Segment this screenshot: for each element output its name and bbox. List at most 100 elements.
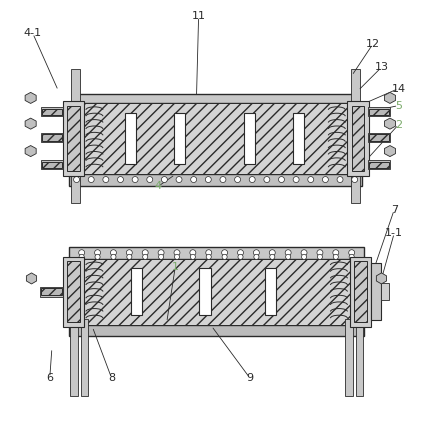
Circle shape — [103, 177, 109, 182]
Circle shape — [190, 254, 195, 259]
Circle shape — [159, 254, 164, 259]
Bar — [41, 160, 63, 169]
Bar — [131, 268, 143, 315]
Text: 5: 5 — [395, 101, 402, 110]
Circle shape — [352, 177, 358, 182]
Circle shape — [270, 254, 275, 259]
Bar — [345, 319, 353, 396]
Bar — [125, 113, 136, 164]
Circle shape — [293, 177, 299, 182]
Bar — [368, 133, 390, 142]
Bar — [348, 101, 369, 176]
Text: 11: 11 — [192, 11, 206, 21]
Bar — [42, 162, 62, 168]
Bar — [369, 134, 388, 141]
Text: 13: 13 — [374, 62, 388, 72]
Bar — [369, 109, 388, 115]
Polygon shape — [385, 118, 396, 129]
Bar — [349, 256, 371, 327]
Circle shape — [234, 177, 241, 182]
Bar — [293, 113, 304, 164]
Circle shape — [132, 177, 138, 182]
Circle shape — [143, 254, 148, 259]
Circle shape — [147, 177, 153, 182]
Circle shape — [174, 250, 180, 256]
Bar — [67, 106, 79, 172]
Circle shape — [158, 250, 164, 256]
Circle shape — [238, 250, 243, 256]
Bar — [71, 69, 80, 202]
Bar — [199, 268, 210, 315]
Circle shape — [317, 254, 322, 259]
Bar — [174, 113, 185, 164]
Circle shape — [88, 177, 94, 182]
Text: 1-1: 1-1 — [385, 228, 403, 238]
Text: 9: 9 — [246, 373, 253, 383]
Polygon shape — [25, 146, 36, 157]
Circle shape — [206, 254, 211, 259]
Bar — [63, 101, 84, 176]
Circle shape — [254, 250, 259, 256]
Bar — [351, 69, 360, 202]
Bar — [369, 162, 388, 168]
Text: 1: 1 — [172, 262, 179, 272]
Circle shape — [206, 250, 212, 256]
Circle shape — [264, 177, 270, 182]
Circle shape — [317, 250, 323, 256]
Circle shape — [249, 177, 255, 182]
Bar — [69, 324, 365, 336]
Circle shape — [222, 254, 227, 259]
Circle shape — [95, 254, 100, 259]
Circle shape — [285, 250, 291, 256]
Bar — [73, 94, 358, 104]
Text: 2: 2 — [395, 120, 402, 130]
Circle shape — [285, 254, 291, 259]
Circle shape — [127, 254, 132, 259]
Bar — [69, 247, 365, 259]
Bar — [42, 134, 62, 141]
Bar — [354, 261, 367, 322]
Bar — [41, 288, 62, 295]
Bar — [40, 286, 63, 297]
Circle shape — [308, 177, 314, 182]
Circle shape — [205, 177, 211, 182]
Polygon shape — [25, 118, 36, 129]
Bar — [42, 109, 62, 115]
Circle shape — [74, 177, 79, 182]
Circle shape — [142, 250, 148, 256]
Circle shape — [333, 254, 338, 259]
Circle shape — [322, 177, 329, 182]
Circle shape — [118, 177, 123, 182]
Bar — [368, 107, 390, 116]
Circle shape — [349, 254, 354, 259]
Bar — [352, 106, 365, 172]
Text: 12: 12 — [366, 39, 380, 49]
Circle shape — [79, 254, 84, 259]
Bar — [368, 160, 390, 169]
Circle shape — [222, 250, 228, 256]
Polygon shape — [26, 273, 36, 284]
Bar — [244, 113, 255, 164]
Circle shape — [111, 250, 116, 256]
Circle shape — [270, 250, 275, 256]
Text: 7: 7 — [391, 205, 398, 215]
Text: 8: 8 — [108, 373, 115, 383]
Bar — [81, 319, 88, 396]
Bar — [381, 283, 389, 300]
Bar — [67, 261, 79, 322]
Bar — [70, 319, 78, 396]
Bar — [69, 174, 362, 185]
Circle shape — [238, 254, 243, 259]
Bar — [41, 133, 63, 142]
Bar — [371, 263, 381, 320]
Bar — [63, 256, 84, 327]
Circle shape — [301, 254, 307, 259]
Text: 6: 6 — [46, 373, 53, 383]
Circle shape — [301, 250, 307, 256]
Text: 14: 14 — [392, 83, 405, 94]
Bar — [41, 107, 63, 116]
Bar — [82, 259, 352, 324]
Circle shape — [190, 177, 197, 182]
Circle shape — [337, 177, 343, 182]
Circle shape — [95, 250, 100, 256]
